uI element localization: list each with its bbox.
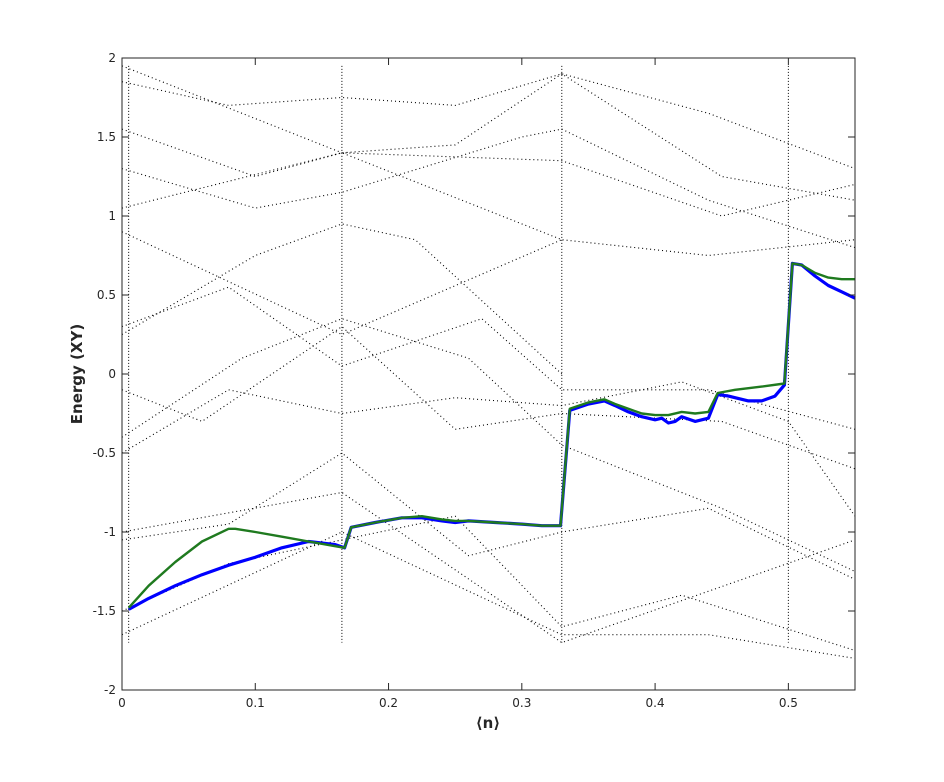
spectrum-band — [121, 452, 856, 580]
x-tick-label: 0.3 — [512, 696, 531, 710]
spectrum-band — [121, 231, 563, 336]
y-tick-label: 1 — [108, 209, 116, 223]
x-tick-label: 0.2 — [379, 696, 398, 710]
series-line-green — [127, 262, 855, 609]
spectrum-band — [121, 223, 563, 375]
spectrum-band — [121, 73, 856, 170]
plot-background — [122, 58, 855, 690]
series-lines — [127, 261, 856, 611]
x-tick-label: 0 — [118, 696, 126, 710]
x-tick-label: 0.1 — [246, 696, 265, 710]
x-tick-label: 0.4 — [646, 696, 665, 710]
y-tick-label: -1 — [104, 525, 116, 539]
spectrum-band — [121, 65, 856, 217]
axis-ticks: 0 0.1 0.2 0.3 0.4 0.5 -2 -1.5 -1 -0.5 0 0.5 1 1.5 2 — [93, 51, 855, 710]
x-axis-label: ⟨n⟩ — [476, 714, 500, 732]
y-tick-label: -1.5 — [93, 604, 116, 618]
y-axis-label: Energy (XY) — [68, 324, 86, 424]
y-tick-label: -2 — [104, 683, 116, 697]
x-tick-label: 0.5 — [779, 696, 798, 710]
y-tick-label: -0.5 — [93, 446, 116, 460]
spectrum-band — [121, 491, 856, 644]
spectrum-band — [121, 73, 856, 201]
y-tick-label: 0 — [108, 367, 116, 381]
y-tick-label: 0.5 — [97, 288, 116, 302]
y-tick-label: 1.5 — [97, 130, 116, 144]
y-tick-label: 2 — [108, 51, 116, 65]
